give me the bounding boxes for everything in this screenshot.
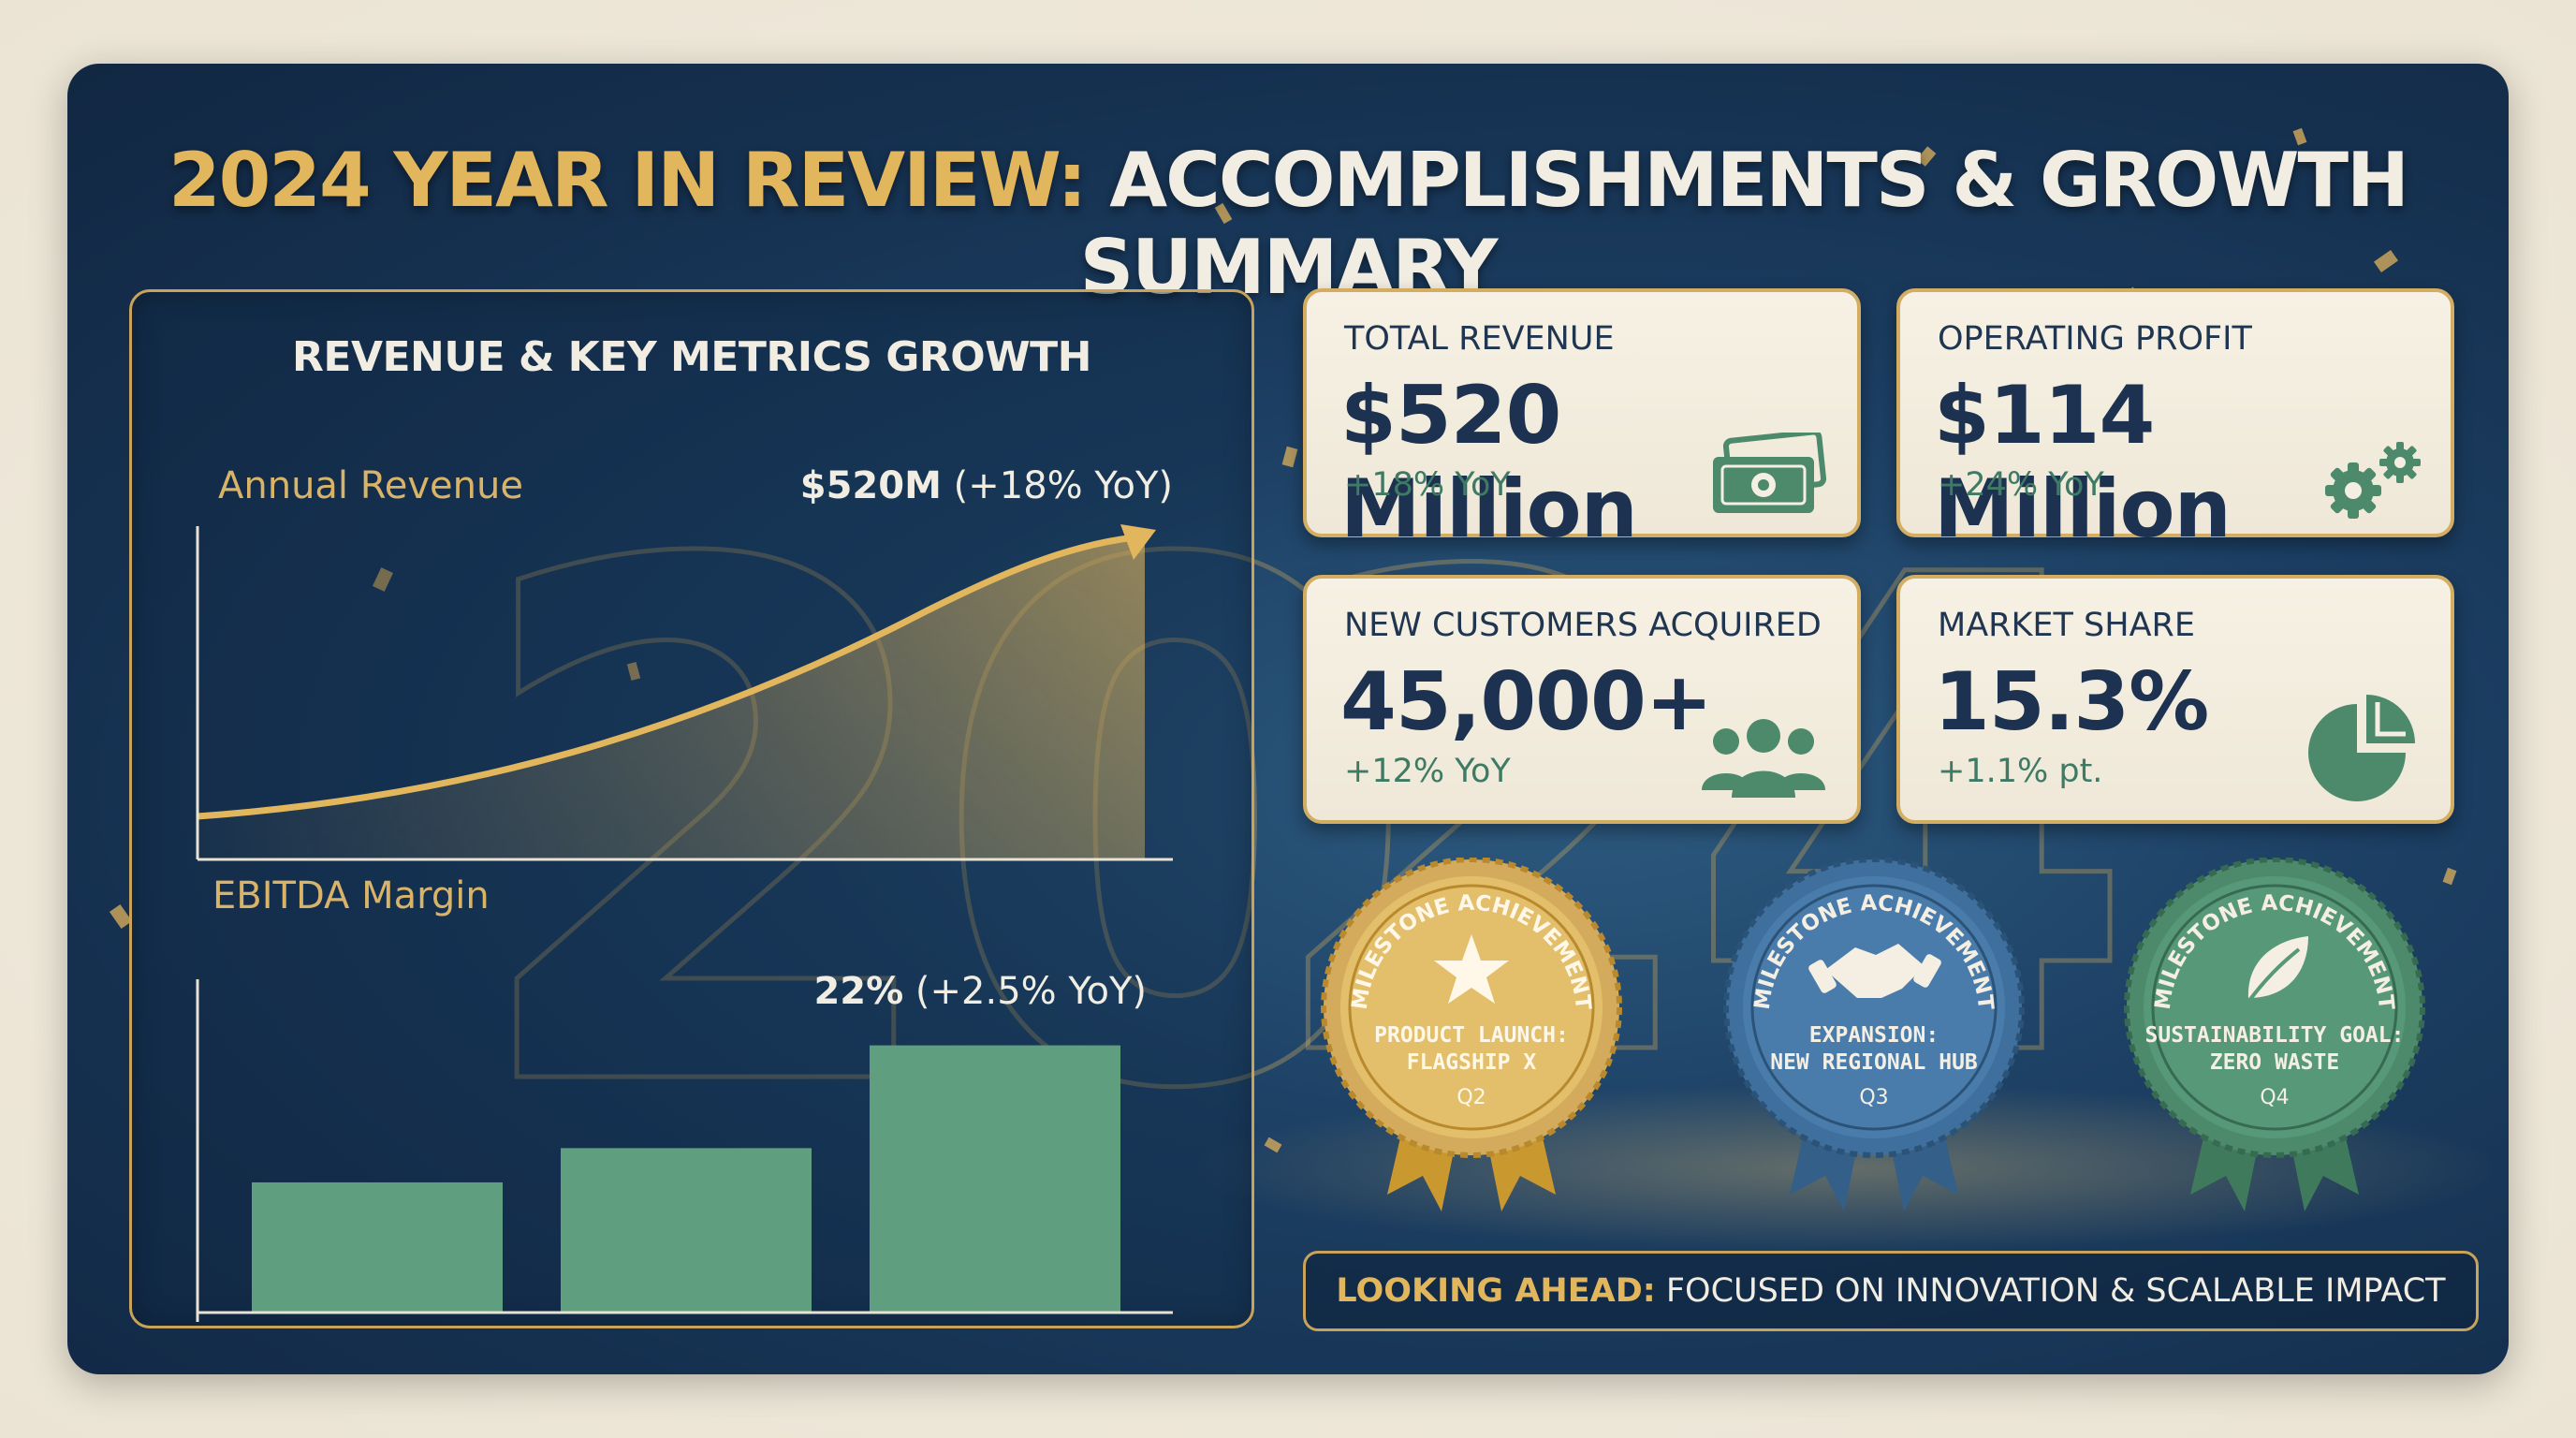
annual-revenue-value: $520M [799,464,942,507]
card-label: OPERATING PROFIT [1938,320,2252,358]
badge-title-line1: PRODUCT LAUNCH: [1374,1023,1569,1048]
gears-icon [2325,442,2421,519]
card-operating-profit: OPERATING PROFIT $114 Million +24% YoY [1896,288,2454,556]
annual-revenue-label: Annual Revenue [218,464,523,507]
badge-shape: MILESTONE ACHIEVEMENT [2124,857,2425,1211]
card-value: 15.3% [1934,655,2209,749]
card-delta: +18% YoY [1344,466,1511,504]
pie-chart-icon [2308,695,2415,801]
card-total-revenue: TOTAL REVENUE $520 Million +18% YoY [1303,288,1861,556]
star-icon [1434,934,1509,1004]
revenue-metrics-chart-box: REVENUE & KEY METRICS GROWTH Annual Reve… [129,289,1254,1328]
card-new-customers: NEW CUSTOMERS ACQUIRED 45,000+ +12% YoY [1303,575,1861,824]
ebitda-bar-1 [252,1181,503,1313]
card-label: NEW CUSTOMERS ACQUIRED [1344,607,1822,644]
ebitda-margin-growth: (+2.5% YoY) [915,970,1147,1013]
infographic-panel: 20 24 2024 YEAR IN REVIEW: ACCOMPLISHMEN… [67,64,2509,1374]
revenue-area [198,536,1145,859]
page-title: 2024 YEAR IN REVIEW: ACCOMPLISHMENTS & G… [67,137,2509,311]
ebitda-margin-value-label: 22% (+2.5% YoY) [813,970,1147,1013]
looking-ahead-text: FOCUSED ON INNOVATION & SCALABLE IMPACT [1665,1272,2446,1310]
card-market-share: MARKET SHARE 15.3% +1.1% pt. [1896,575,2454,824]
card-delta: +1.1% pt. [1938,753,2103,790]
badge-title: SUSTAINABILITY GOAL: ZERO WASTE [2115,1022,2434,1077]
ebitda-margin-label: EBITDA Margin [212,874,490,917]
badge-quarter: Q3 [1859,1086,1889,1109]
looking-ahead-label: LOOKING AHEAD: [1336,1272,1656,1310]
chart-svg [196,524,1173,1322]
users-icon [1702,719,1825,798]
badge-title-line1: EXPANSION: [1808,1023,1939,1048]
revenue-arrow-head [1120,524,1156,560]
badge-title: PRODUCT LAUNCH: FLAGSHIP X [1312,1022,1631,1077]
annual-revenue-growth: (+18% YoY) [953,464,1173,507]
page-title-highlight: 2024 YEAR IN REVIEW: [168,137,1087,224]
badge-shape: MILESTONE ACHIEVEMENT [1321,857,1622,1211]
ebitda-bar-3 [870,1045,1120,1313]
card-label: TOTAL REVENUE [1344,320,1615,358]
card-label: MARKET SHARE [1938,607,2195,644]
badge-shape: MILESTONE ACHIEVEMENT [1723,857,2025,1211]
card-delta: +24% YoY [1938,466,2104,504]
badge-title-line1: SUSTAINABILITY GOAL: [2144,1023,2405,1048]
handshake-icon [1808,944,1941,998]
badge-title-line2: FLAGSHIP X [1406,1050,1537,1075]
money-icon [1713,433,1827,513]
looking-ahead-banner: LOOKING AHEAD: FOCUSED ON INNOVATION & S… [1303,1251,2479,1331]
annual-revenue-value-label: $520M (+18% YoY) [800,464,1173,507]
ebitda-margin-value: 22% [813,970,904,1013]
card-delta: +12% YoY [1344,753,1511,790]
leaf-icon [2247,936,2308,1004]
milestone-badge-expansion: MILESTONE ACHIEVEMENT EXPANSION: NEW REG… [1715,857,2033,1232]
card-value: $114 Million [1934,369,2232,556]
ebitda-bar-2 [561,1148,812,1313]
badge-quarter: Q2 [1456,1086,1486,1109]
page-title-rest: ACCOMPLISHMENTS & GROWTH SUMMARY [1079,137,2409,311]
chart-section-title: REVENUE & KEY METRICS GROWTH [292,333,1092,381]
badge-title: EXPANSION: NEW REGIONAL HUB [1715,1022,2033,1077]
card-value: $520 Million [1340,369,1638,556]
card-value: 45,000+ [1340,655,1713,749]
milestone-badge-sustainability: MILESTONE ACHIEVEMENT SUSTAINABILITY GOA… [2115,857,2434,1232]
revenue-trend-line [197,534,1136,820]
badge-quarter: Q4 [2260,1086,2290,1109]
badge-title-line2: ZERO WASTE [2209,1050,2340,1075]
milestone-badge-product-launch: MILESTONE ACHIEVEMENT PRODUCT LAUNCH: FL… [1312,857,1631,1232]
badge-title-line2: NEW REGIONAL HUB [1770,1050,1978,1075]
